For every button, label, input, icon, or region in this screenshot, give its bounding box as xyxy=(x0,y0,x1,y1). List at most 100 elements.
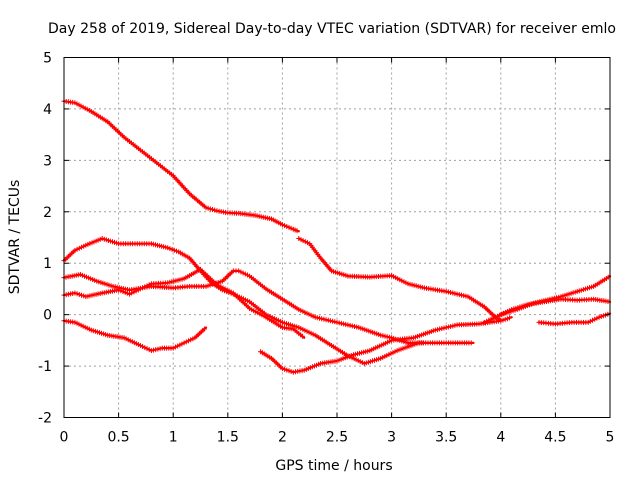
y-tick-label: 1 xyxy=(43,256,52,272)
y-tick-label: 0 xyxy=(43,308,52,324)
data-point-marker xyxy=(120,289,126,295)
data-point-marker xyxy=(484,318,490,324)
data-point-marker xyxy=(590,317,595,323)
data-point-marker xyxy=(288,369,294,374)
x-tick-label: 3 xyxy=(387,430,396,446)
x-tick-label: 1.5 xyxy=(217,430,239,446)
data-point-marker xyxy=(127,291,132,297)
data-point-marker xyxy=(282,366,288,372)
data-point-marker xyxy=(332,319,338,325)
data-point-marker xyxy=(179,341,185,347)
data-point-marker xyxy=(240,270,246,276)
data-point-marker xyxy=(347,322,353,328)
data-point-marker xyxy=(594,315,600,321)
data-point-marker xyxy=(175,343,181,349)
x-tick-label: 4 xyxy=(496,430,505,446)
data-point-marker xyxy=(171,247,177,253)
y-tick-label: 5 xyxy=(43,51,52,67)
data-point-marker xyxy=(131,289,137,295)
data-point-marker xyxy=(169,246,175,252)
data-point-marker xyxy=(201,326,207,332)
data-point-marker xyxy=(284,367,290,373)
x-tick-label: 3.5 xyxy=(435,430,457,446)
series-sat-k xyxy=(536,311,612,327)
data-point-marker xyxy=(242,271,248,277)
series-sat-j xyxy=(481,296,612,325)
data-point-marker xyxy=(72,290,78,296)
data-point-marker xyxy=(118,288,124,294)
data-point-marker xyxy=(210,207,215,212)
chart-title: Day 258 of 2019, Sidereal Day-to-day VTE… xyxy=(48,21,616,37)
data-point-marker xyxy=(165,245,171,251)
data-point-marker xyxy=(486,317,492,323)
series-sat-e xyxy=(61,268,426,346)
data-point-marker xyxy=(502,316,508,322)
y-tick-label: -2 xyxy=(38,411,52,427)
data-point-marker xyxy=(183,339,189,345)
data-point-marker xyxy=(299,333,305,339)
data-point-marker xyxy=(174,248,179,254)
x-tick-label: 4.5 xyxy=(544,430,566,446)
data-point-marker xyxy=(284,224,290,229)
data-point-marker xyxy=(76,292,82,297)
data-point-marker xyxy=(282,223,288,229)
data-point-marker xyxy=(142,284,148,290)
data-point-marker xyxy=(382,333,388,339)
data-point-marker xyxy=(468,340,474,346)
x-tick-label: 2 xyxy=(278,430,287,446)
data-point-marker xyxy=(133,288,139,294)
data-point-marker xyxy=(279,222,285,228)
data-point-marker xyxy=(181,340,187,346)
data-point-marker xyxy=(279,366,285,372)
series-sat-g xyxy=(61,318,208,354)
series-sat-f xyxy=(61,266,306,339)
data-point-marker xyxy=(72,247,78,253)
data-point-marker xyxy=(596,314,602,320)
axis-ticks: 0 0.5 1 1.5 2 2.5 3 3.5 4 4.5 5 -2 -1 0 1 2 3 4 5 xyxy=(38,51,614,446)
data-point-marker xyxy=(76,245,82,251)
data-point-marker xyxy=(124,290,130,296)
data-point-marker xyxy=(481,319,487,325)
x-tick-label: 0 xyxy=(60,430,69,446)
data-point-marker xyxy=(79,292,84,298)
data-point-marker xyxy=(317,315,322,321)
x-tick-label: 5 xyxy=(606,430,615,446)
data-point-marker xyxy=(146,347,152,353)
y-tick-label: 2 xyxy=(43,205,52,221)
data-point-marker xyxy=(144,346,150,352)
y-axis-label: SDTVAR / TECUs xyxy=(7,180,23,295)
data-point-marker xyxy=(296,236,302,241)
data-point-marker xyxy=(144,283,150,289)
data-point-marker xyxy=(172,344,178,350)
series-layer xyxy=(61,98,612,375)
data-point-marker xyxy=(137,343,143,348)
data-point-marker xyxy=(236,268,242,274)
data-point-marker xyxy=(137,286,143,292)
data-point-marker xyxy=(79,244,84,250)
series-sat-i xyxy=(498,274,612,318)
data-point-marker xyxy=(170,345,176,351)
data-point-marker xyxy=(302,239,308,245)
series-sat-h xyxy=(258,315,513,375)
x-tick-label: 1 xyxy=(169,430,178,446)
x-tick-label: 0.5 xyxy=(107,430,129,446)
data-point-marker xyxy=(116,287,122,293)
series-line xyxy=(259,316,513,374)
data-point-marker xyxy=(507,315,512,321)
data-point-marker xyxy=(129,290,135,296)
data-point-marker xyxy=(140,285,146,291)
data-point-marker xyxy=(188,337,194,343)
data-point-marker xyxy=(592,316,598,322)
data-point-marker xyxy=(205,205,211,211)
data-point-marker xyxy=(146,282,152,288)
data-point-marker xyxy=(140,344,146,349)
y-tick-label: 4 xyxy=(43,102,52,118)
data-point-marker xyxy=(294,228,300,234)
data-point-marker xyxy=(186,338,191,344)
series-sat-c xyxy=(61,236,235,296)
data-point-marker xyxy=(207,206,213,212)
grid xyxy=(64,57,610,418)
data-point-marker xyxy=(498,318,504,324)
data-point-marker xyxy=(142,345,148,351)
